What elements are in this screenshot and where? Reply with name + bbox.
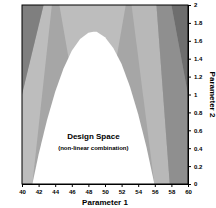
tick-mark — [188, 41, 191, 42]
tick-label: 1.6 — [194, 38, 203, 44]
tick: 42 — [36, 184, 43, 195]
marks — [22, 5, 188, 184]
tick: 0.2 — [188, 164, 203, 170]
tick-mark — [188, 130, 191, 131]
tick-mark — [188, 23, 191, 24]
tick-mark — [188, 166, 191, 167]
x-axis-title: Parameter 1 — [82, 198, 128, 207]
tick-label: 48 — [86, 189, 93, 195]
tick: 0 — [188, 181, 198, 187]
tick-label: 0.8 — [194, 110, 203, 116]
tick: 46 — [69, 184, 76, 195]
tick-mark — [105, 184, 106, 187]
tick-mark — [55, 184, 56, 187]
tick-label: 0 — [194, 181, 198, 187]
tick-label: 44 — [52, 189, 59, 195]
tick: 60 — [185, 184, 192, 195]
chart: 40 42 44 46 48 50 52 54 56 58 600 0.2 0.4 0.6 0.8 1 1.2 1… — [0, 0, 216, 208]
tick-mark — [138, 184, 139, 187]
region — [32, 32, 154, 184]
tick-mark — [122, 184, 123, 187]
annotation: Design Space — [67, 132, 120, 141]
tick-mark — [188, 77, 191, 78]
plot-frame — [22, 5, 188, 184]
tick-mark — [88, 184, 89, 187]
tick: 50 — [102, 184, 109, 195]
tick-mark — [155, 184, 156, 187]
tick-mark — [188, 95, 191, 96]
tick-label: 0.4 — [194, 146, 203, 152]
region — [156, 5, 188, 184]
tick-mark — [188, 184, 191, 185]
tick: 54 — [135, 184, 142, 195]
tick: 0.8 — [188, 110, 203, 116]
annotation: (non-linear combination) — [58, 145, 128, 151]
tick-mark — [188, 148, 191, 149]
tick-label: 1.8 — [194, 20, 203, 26]
tick-mark — [39, 184, 40, 187]
tick-label: 58 — [169, 189, 176, 195]
tick: 0.4 — [188, 146, 203, 152]
tick: 0.6 — [188, 128, 203, 134]
tick-label: 46 — [69, 189, 76, 195]
tick: 1.2 — [188, 74, 203, 80]
tick-mark — [188, 5, 191, 6]
tick-mark — [188, 59, 191, 60]
tick: 1.6 — [188, 38, 203, 44]
tick-mark — [171, 184, 172, 187]
region — [171, 5, 188, 95]
tick-label: 40 — [19, 189, 26, 195]
tick-label: 56 — [152, 189, 159, 195]
tick-label: 1.2 — [194, 74, 203, 80]
tick: 1.4 — [188, 56, 203, 62]
tick-label: 0.6 — [194, 128, 203, 134]
annotations: Design Space (non-linear combination) — [58, 132, 128, 151]
tick: 52 — [119, 184, 126, 195]
y-axis-title: Parameter 2 — [208, 72, 216, 118]
tick: 48 — [86, 184, 93, 195]
tick: 40 — [19, 184, 26, 195]
tick-label: 52 — [119, 189, 126, 195]
tick: 58 — [169, 184, 176, 195]
tick: 2 — [188, 2, 198, 8]
plot: 40 42 44 46 48 50 52 54 56 58 600 0.2 0.4 0.6 0.8 1 1.2 1… — [19, 2, 203, 195]
tick: 1.8 — [188, 20, 203, 26]
tick-label: 0.2 — [194, 164, 203, 170]
tick: 44 — [52, 184, 59, 195]
tick: 1 — [188, 92, 198, 98]
tick: 56 — [152, 184, 159, 195]
region — [22, 5, 188, 184]
tick-mark — [188, 112, 191, 113]
tick-label: 1 — [194, 92, 198, 98]
region — [22, 5, 44, 95]
y-axis: 0 0.2 0.4 0.6 0.8 1 1.2 1.4 1.6 1.8 2 — [188, 2, 203, 187]
tick-mark — [22, 184, 23, 187]
tick-mark — [72, 184, 73, 187]
tick-label: 60 — [185, 189, 192, 195]
tick-label: 2 — [194, 2, 198, 8]
tick-label: 42 — [36, 189, 43, 195]
x-axis: 40 42 44 46 48 50 52 54 56 58 60 — [19, 184, 192, 195]
tick-label: 1.4 — [194, 56, 203, 62]
tick-label: 50 — [102, 189, 109, 195]
tick-label: 54 — [135, 189, 142, 195]
